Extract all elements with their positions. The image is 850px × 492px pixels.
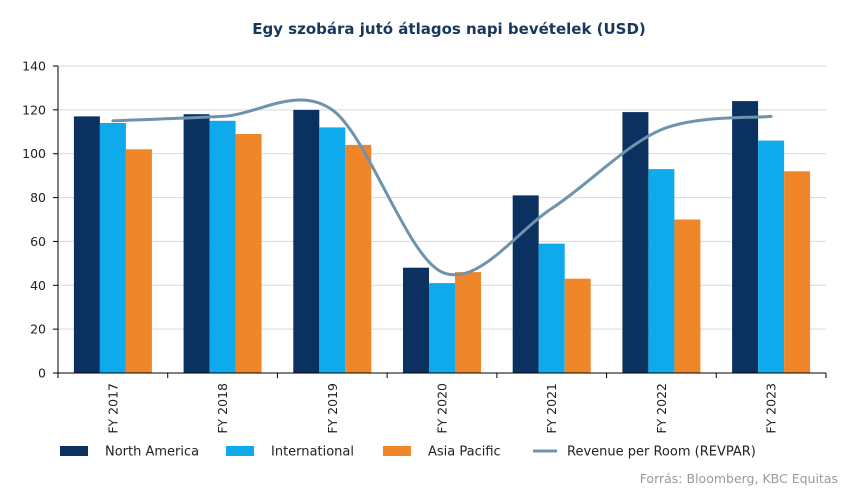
legend-swatch-asia-pacific <box>383 446 411 456</box>
y-tick-label: 40 <box>30 278 46 293</box>
bar-north-america-2 <box>293 109 320 374</box>
bar-international-1 <box>209 120 236 373</box>
bar-asia-pacific-3 <box>455 272 481 373</box>
bar-asia-pacific-1 <box>235 134 262 373</box>
bar-north-america-1 <box>183 114 210 373</box>
bar-international-6 <box>758 140 785 373</box>
legend-swatch-north-america <box>60 446 88 456</box>
bar-north-america-6 <box>732 101 759 373</box>
bar-asia-pacific-4 <box>564 278 591 373</box>
bars <box>73 101 811 374</box>
bar-north-america-0 <box>73 116 100 374</box>
x-tick-label: FY 2022 <box>654 383 669 434</box>
y-tick-label: 20 <box>30 322 46 337</box>
legend-label-revenue-per-room-revpar: Revenue per Room (REVPAR) <box>567 445 756 460</box>
bar-international-4 <box>538 243 565 373</box>
bar-international-0 <box>99 123 126 373</box>
legend-swatch-international <box>226 446 254 456</box>
bar-north-america-5 <box>622 112 649 373</box>
x-tick-label: FY 2020 <box>435 383 450 434</box>
x-tick-label: FY 2023 <box>764 383 779 434</box>
legend-label-asia-pacific: Asia Pacific <box>428 445 501 460</box>
bar-international-5 <box>648 169 675 373</box>
y-tick-label: 60 <box>30 234 46 249</box>
x-axis-ticks: FY 2017 FY 2018 FY 2019 FY 2020 FY 2021 FY 20… <box>105 383 778 434</box>
source-note: Forrás: Bloomberg, KBC Equitas <box>640 471 838 486</box>
bar-asia-pacific-0 <box>125 149 152 373</box>
y-tick-label: 120 <box>22 102 46 117</box>
bar-asia-pacific-2 <box>345 144 372 373</box>
bar-north-america-3 <box>403 267 429 373</box>
axes <box>53 65 827 378</box>
y-tick-label: 80 <box>30 190 46 205</box>
x-tick-label: FY 2021 <box>544 383 559 434</box>
y-tick-label: 100 <box>22 146 46 161</box>
bar-international-3 <box>429 283 455 373</box>
y-tick-label: 0 <box>38 366 46 381</box>
y-tick-label: 140 <box>22 59 46 74</box>
revpar-line <box>111 98 773 277</box>
legend: North America International Asia Pacific Re… <box>60 445 756 460</box>
legend-label-north-america: North America <box>105 445 199 460</box>
bar-asia-pacific-6 <box>784 171 811 373</box>
chart-title: Egy szobára jutó átlagos napi bevételek … <box>252 20 646 38</box>
revpar-line-layer <box>111 98 773 277</box>
x-tick-label: FY 2017 <box>105 383 120 434</box>
legend-label-international: International <box>271 445 354 460</box>
y-axis-ticks: 0 20 40 60 80 100 120 140 <box>22 59 46 381</box>
x-tick-label: FY 2019 <box>325 383 340 434</box>
bar-north-america-4 <box>512 195 539 373</box>
bar-international-2 <box>319 127 346 374</box>
bar-asia-pacific-5 <box>674 219 701 373</box>
x-tick-label: FY 2018 <box>215 383 230 434</box>
